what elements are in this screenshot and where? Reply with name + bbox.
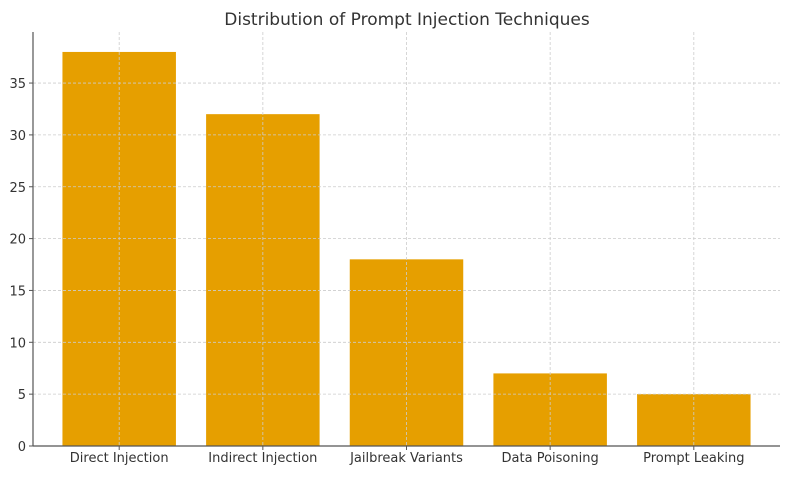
y-tick-label: 10	[9, 336, 26, 351]
y-tick-label: 30	[9, 129, 26, 144]
x-tick-label: Direct Injection	[70, 451, 169, 466]
chart-title: Distribution of Prompt Injection Techniq…	[224, 10, 590, 30]
x-tick-label: Indirect Injection	[208, 451, 317, 466]
x-tick-label: Prompt Leaking	[643, 451, 744, 466]
y-tick-label: 20	[9, 233, 26, 248]
y-axis: 0 5 10 15 20 25 30 35	[9, 77, 33, 455]
y-tick-label: 15	[9, 284, 26, 299]
grid-overlay	[33, 32, 780, 446]
y-tick-label: 0	[18, 440, 26, 455]
x-tick-label: Jailbreak Variants	[349, 451, 463, 466]
x-axis: Direct Injection Indirect Injection Jailbr…	[70, 446, 745, 466]
y-tick-label: 35	[9, 77, 26, 92]
y-tick-label: 5	[18, 388, 26, 403]
x-tick-label: Data Poisoning	[502, 451, 599, 466]
y-tick-label: 25	[9, 181, 26, 196]
